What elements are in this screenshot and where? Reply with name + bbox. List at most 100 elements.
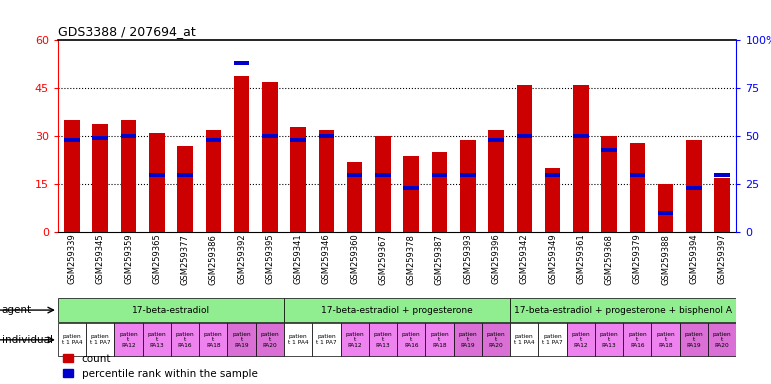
Legend: count, percentile rank within the sample: count, percentile rank within the sample [63, 354, 258, 379]
Text: GSM259349: GSM259349 [548, 233, 557, 284]
Bar [312, 323, 341, 356]
Text: patien
t
PA18: patien t PA18 [204, 331, 223, 348]
Text: patien
t
PA19: patien t PA19 [685, 331, 703, 348]
Text: GSM259339: GSM259339 [67, 233, 76, 285]
Bar [86, 323, 114, 356]
Bar [460, 173, 476, 177]
Bar [545, 173, 561, 177]
Bar [432, 173, 447, 177]
Bar [284, 323, 312, 356]
Text: GSM259342: GSM259342 [520, 233, 529, 284]
Bar [488, 138, 503, 142]
Bar [206, 130, 221, 232]
Bar [64, 120, 79, 232]
Text: patien
t
PA13: patien t PA13 [374, 331, 392, 348]
Text: GSM259345: GSM259345 [96, 233, 105, 284]
Text: patien
t
PA12: patien t PA12 [571, 331, 590, 348]
Text: patien
t
PA20: patien t PA20 [713, 331, 732, 348]
Bar [715, 178, 730, 232]
Text: GSM259379: GSM259379 [633, 233, 642, 285]
Text: patien
t
PA16: patien t PA16 [628, 331, 647, 348]
Bar [177, 173, 193, 177]
Text: GDS3388 / 207694_at: GDS3388 / 207694_at [58, 25, 196, 38]
Bar [256, 323, 284, 356]
Text: patien
t 1 PA4: patien t 1 PA4 [288, 334, 308, 345]
Text: GSM259394: GSM259394 [689, 233, 699, 284]
Text: GSM259360: GSM259360 [350, 233, 359, 285]
Text: patien
t 1 PA4: patien t 1 PA4 [514, 334, 534, 345]
Bar [573, 85, 588, 232]
Bar [517, 85, 532, 232]
Bar [114, 323, 143, 356]
Text: GSM259378: GSM259378 [406, 233, 416, 285]
Bar [460, 139, 476, 232]
Text: GSM259361: GSM259361 [576, 233, 585, 285]
Bar [58, 323, 86, 356]
Bar [630, 143, 645, 232]
Bar [680, 323, 708, 356]
Bar [630, 173, 645, 177]
Text: GSM259359: GSM259359 [124, 233, 133, 284]
Text: GSM259388: GSM259388 [661, 233, 670, 285]
Text: patien
t 1 PA7: patien t 1 PA7 [90, 334, 110, 345]
Text: GSM259377: GSM259377 [180, 233, 190, 285]
Bar [686, 139, 702, 232]
Bar [234, 76, 249, 232]
Bar [538, 323, 567, 356]
Text: GSM259396: GSM259396 [491, 233, 500, 285]
Text: patien
t
PA18: patien t PA18 [656, 331, 675, 348]
Bar [601, 136, 617, 232]
Bar [567, 323, 595, 356]
Bar [341, 323, 369, 356]
Text: patien
t
PA19: patien t PA19 [459, 331, 477, 348]
Bar [573, 134, 588, 138]
Text: individual: individual [2, 335, 52, 345]
Text: GSM259392: GSM259392 [237, 233, 246, 284]
Text: patien
t 1 PA4: patien t 1 PA4 [62, 334, 82, 345]
Bar [517, 134, 532, 138]
Text: GSM259341: GSM259341 [294, 233, 303, 284]
Text: 17-beta-estradiol + progesterone: 17-beta-estradiol + progesterone [322, 306, 473, 314]
Bar [595, 323, 623, 356]
Bar [171, 323, 199, 356]
Bar [262, 134, 278, 138]
Bar [482, 323, 510, 356]
Bar [262, 82, 278, 232]
Bar [658, 211, 673, 215]
Text: GSM259365: GSM259365 [152, 233, 161, 285]
Bar [291, 127, 306, 232]
Bar [291, 138, 306, 142]
Text: GSM259387: GSM259387 [435, 233, 444, 285]
Text: patien
t
PA20: patien t PA20 [487, 331, 505, 348]
Bar [206, 138, 221, 142]
Bar [545, 168, 561, 232]
Bar [318, 130, 334, 232]
Text: patien
t
PA16: patien t PA16 [176, 331, 194, 348]
Bar [199, 323, 227, 356]
Text: patien
t
PA16: patien t PA16 [402, 331, 420, 348]
Bar [708, 323, 736, 356]
Text: patien
t
PA12: patien t PA12 [120, 331, 138, 348]
Bar [234, 61, 249, 65]
Bar [601, 148, 617, 152]
Text: GSM259386: GSM259386 [209, 233, 218, 285]
Text: patien
t 1 PA7: patien t 1 PA7 [316, 334, 337, 345]
Bar [93, 124, 108, 232]
Bar [347, 173, 362, 177]
Bar [375, 173, 391, 177]
Text: patien
t
PA19: patien t PA19 [232, 331, 251, 348]
Bar [121, 120, 136, 232]
Text: GSM259397: GSM259397 [718, 233, 727, 285]
Text: patien
t
PA13: patien t PA13 [147, 331, 166, 348]
Text: GSM259395: GSM259395 [265, 233, 274, 284]
Bar [177, 146, 193, 232]
Text: GSM259367: GSM259367 [379, 233, 388, 285]
Bar [658, 184, 673, 232]
Bar [488, 130, 503, 232]
Bar [58, 298, 284, 322]
Bar [369, 323, 397, 356]
Bar [623, 323, 651, 356]
Bar [64, 138, 79, 142]
Bar [715, 173, 730, 177]
Text: patien
t
PA12: patien t PA12 [345, 331, 364, 348]
